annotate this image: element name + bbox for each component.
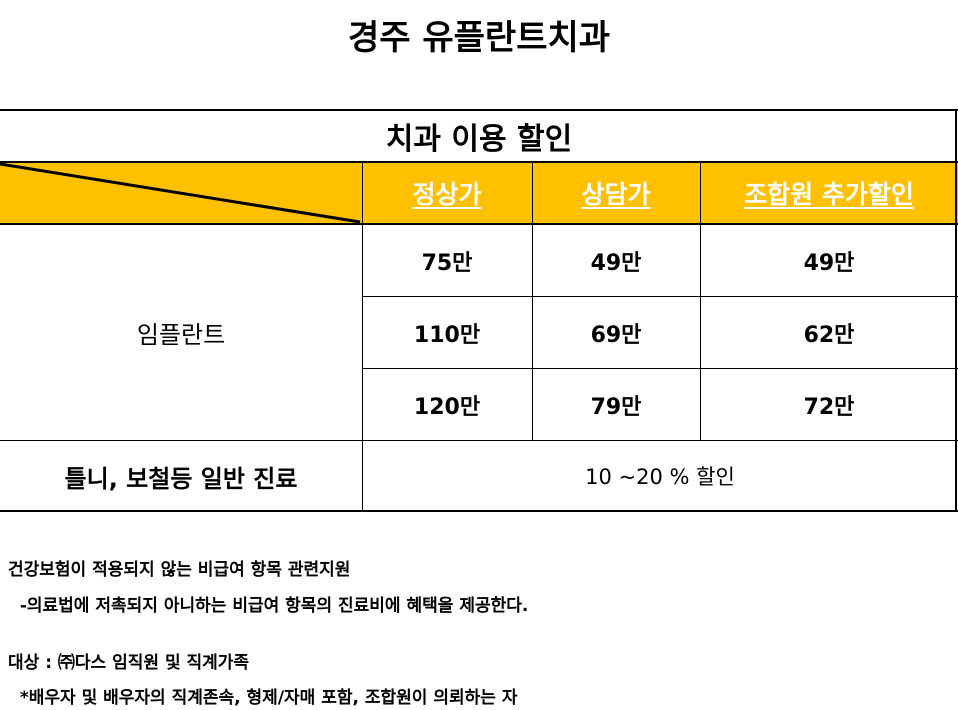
border <box>0 109 958 111</box>
page-title: 경주 유플란트치과 <box>347 18 611 58</box>
table-cell: 49만 <box>590 250 642 276</box>
header-consult-price: 상담가 <box>581 180 651 209</box>
border <box>362 296 958 297</box>
table-cell: 62만 <box>803 323 855 348</box>
table-cell: 79만 <box>590 395 642 420</box>
border <box>0 223 958 225</box>
table-caption: 치과 이용 할인 <box>385 122 573 157</box>
border <box>700 162 701 441</box>
table-cell: 120만 <box>413 395 481 420</box>
table-cell: 110만 <box>413 323 481 348</box>
border <box>0 161 958 163</box>
diagonal-line <box>0 162 361 224</box>
note-line-1: 건강보험이 적용되지 않는 비급여 항목 관련지원 <box>8 560 351 580</box>
border <box>362 368 958 369</box>
table-cell: 75만 <box>421 250 473 276</box>
border <box>0 510 958 512</box>
table-cell: 69만 <box>590 323 642 348</box>
corner-cell <box>0 162 362 224</box>
table-cell: 49만 <box>803 250 855 276</box>
border <box>0 440 958 441</box>
table-cell: 72만 <box>803 395 855 420</box>
general-value: 10 ~20 % 할인 <box>585 465 735 489</box>
border <box>362 162 363 511</box>
note-line-4: *배우자 및 배우자의 직계존속, 형제/자매 포함, 조합원이 의뢰하는 자 <box>8 688 518 708</box>
header-regular-price: 정상가 <box>412 180 482 209</box>
header-member-discount: 조합원 추가할인 <box>744 180 914 209</box>
note-line-3: 대상 : ㈜다스 임직원 및 직계가족 <box>8 653 250 673</box>
general-label: 틀니, 보철등 일반 진료 <box>64 464 298 493</box>
border <box>955 110 957 511</box>
implant-label: 임플란트 <box>136 321 226 349</box>
note-line-2: -의료법에 저촉되지 아니하는 비급여 항목의 진료비에 혜택을 제공한다. <box>8 596 529 616</box>
border <box>532 162 533 441</box>
